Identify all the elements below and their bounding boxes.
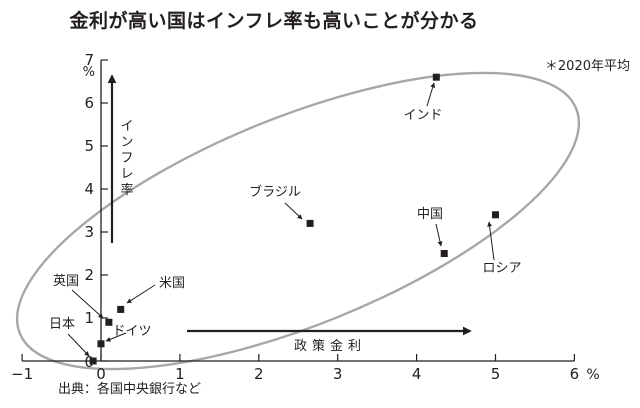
data-points: [89, 73, 499, 365]
point-label: ロシア: [482, 261, 521, 276]
note-text: ＊2020年平均: [545, 59, 630, 74]
y-tick-label: 4: [84, 180, 94, 198]
x-unit-label: %: [586, 367, 599, 383]
y-tick-label: 0: [84, 353, 94, 371]
y-axis-label-char: イ: [120, 119, 133, 134]
data-point: [105, 318, 113, 326]
y-tick-label: 2: [84, 266, 94, 284]
source-text: 出典：各国中央銀行など: [58, 381, 201, 397]
point-label: ドイツ: [112, 324, 151, 339]
x-tick-label: 3: [333, 365, 343, 383]
grouping-ellipse: [15, 71, 581, 371]
data-point: [306, 219, 314, 227]
leader-arrow: [426, 82, 436, 107]
data-point: [89, 357, 97, 365]
point-label: ブラジル: [249, 184, 301, 200]
y-axis-label-char: ン: [120, 135, 133, 150]
x-tick-label: 4: [412, 365, 422, 383]
x-tick-label: 0: [96, 365, 106, 383]
data-point: [117, 305, 125, 313]
y-tick-label: 6: [84, 94, 94, 112]
x-tick-label: 1: [175, 365, 185, 383]
y-tick-label: 5: [84, 137, 94, 155]
x-tick-label: −1: [11, 365, 33, 383]
leader-arrow: [435, 223, 443, 247]
y-axis-label-char: 率: [120, 182, 133, 198]
axes: −1 0 1 2 3 4 5 6 % 0 1 2 3 4 5 6 7%: [11, 51, 600, 383]
chart-title: 金利が高い国はインフレ率も高いことが分かる: [0, 6, 640, 33]
data-point: [97, 340, 105, 348]
y-axis-label-char: レ: [120, 167, 133, 182]
point-label: 米国: [159, 276, 185, 291]
x-tick-label: 6: [570, 365, 580, 383]
y-unit-label: %: [83, 65, 95, 80]
leader-arrow: [71, 289, 104, 319]
leader-arrow: [284, 202, 303, 220]
x-tick-label: 5: [491, 365, 501, 383]
y-axis-label-char: フ: [120, 151, 133, 166]
point-label: 英国: [53, 274, 79, 289]
x-axis-label: 政策金利: [294, 338, 366, 354]
x-tick-label: 2: [254, 365, 264, 383]
leader-arrow: [126, 284, 156, 304]
y-axis-label: インフレ率: [120, 119, 133, 198]
y-tick-label: 7: [84, 51, 94, 69]
data-point: [432, 73, 440, 81]
y-tick-label: 3: [84, 223, 94, 241]
leader-arrow: [105, 332, 127, 342]
leader-arrow: [487, 221, 495, 261]
data-point: [492, 211, 499, 219]
chart-title-text: 金利が高い国はインフレ率も高いことが分かる: [69, 10, 479, 32]
y-tick-label: 1: [84, 309, 94, 327]
point-label: 日本: [49, 317, 75, 332]
leader-arrow: [67, 333, 90, 357]
point-label: インド: [403, 108, 442, 123]
point-label: 中国: [417, 207, 443, 222]
data-point: [440, 250, 448, 257]
